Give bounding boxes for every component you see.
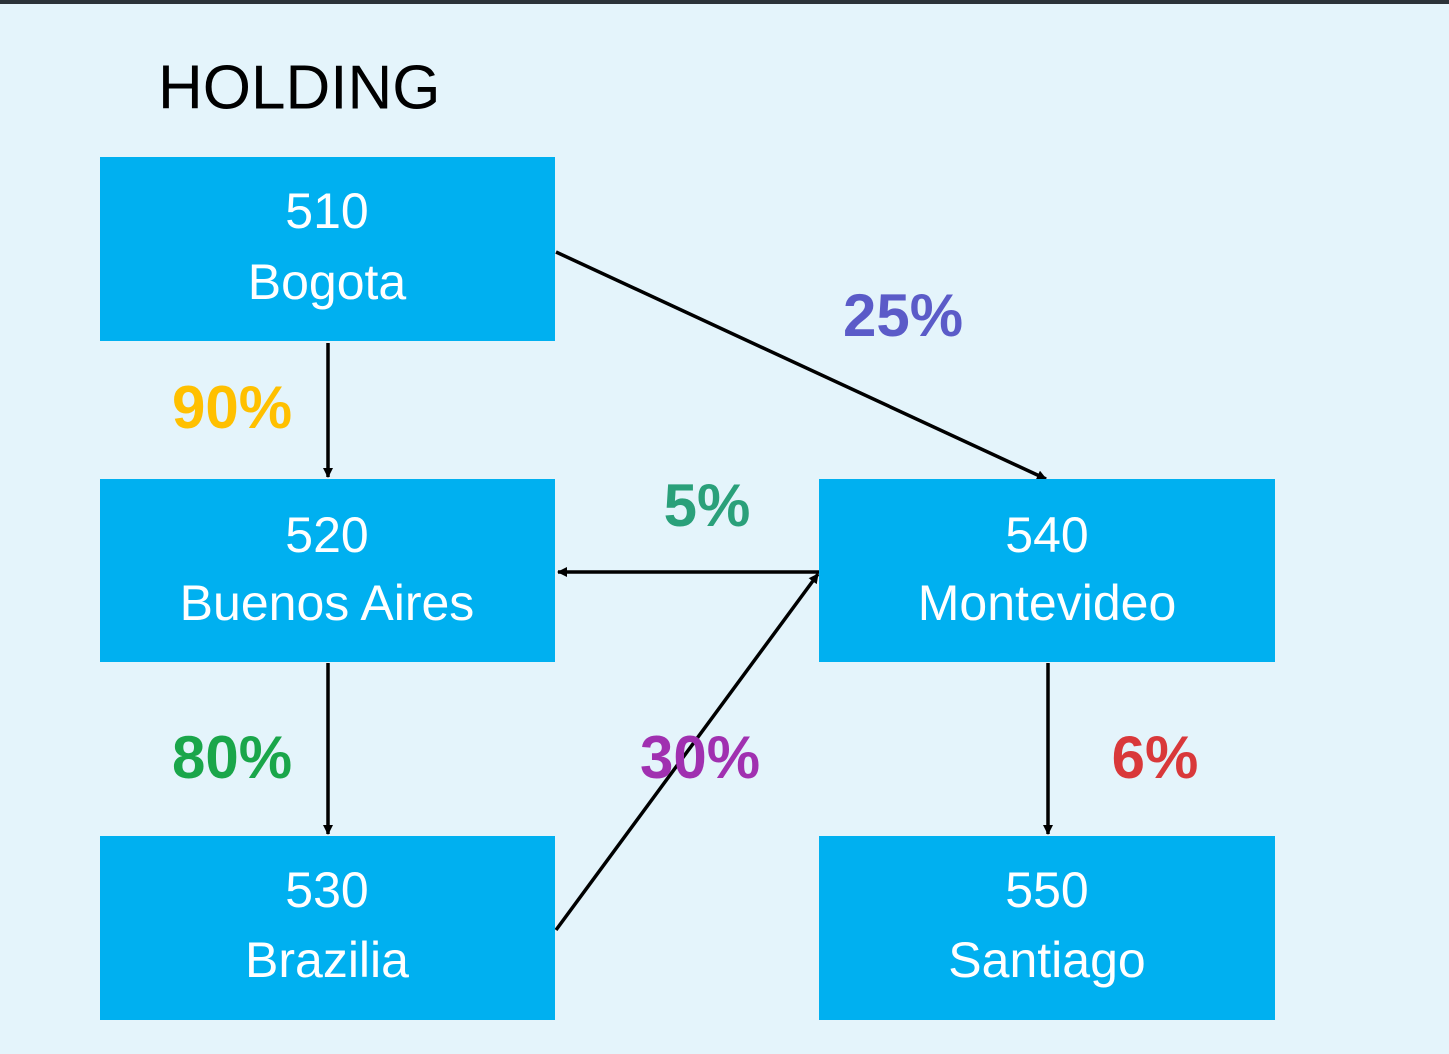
edge-label: 6% (1112, 724, 1199, 791)
node-name: Santiago (948, 932, 1145, 988)
node-box (100, 157, 555, 341)
edge-label: 90% (172, 374, 292, 441)
node-code: 550 (1005, 862, 1088, 918)
node-name: Brazilia (245, 932, 409, 988)
node-name: Buenos Aires (180, 575, 475, 631)
node-box (819, 836, 1275, 1020)
top-border (0, 0, 1449, 4)
node-box (100, 479, 555, 662)
node-code: 510 (285, 183, 368, 239)
edge-arrow (555, 250, 1047, 481)
node-code: 530 (285, 862, 368, 918)
node-box (100, 836, 555, 1020)
edge-label: 25% (843, 282, 963, 349)
node-code: 540 (1005, 507, 1088, 563)
edge-label: 5% (664, 472, 751, 539)
title: HOLDING (158, 53, 440, 122)
node-box (819, 479, 1275, 662)
edge-arrow (554, 572, 820, 932)
edge-label: 30% (640, 724, 760, 791)
edge-label: 80% (172, 724, 292, 791)
node-name: Bogota (248, 254, 407, 310)
node-name: Montevideo (918, 575, 1177, 631)
node-code: 520 (285, 507, 368, 563)
